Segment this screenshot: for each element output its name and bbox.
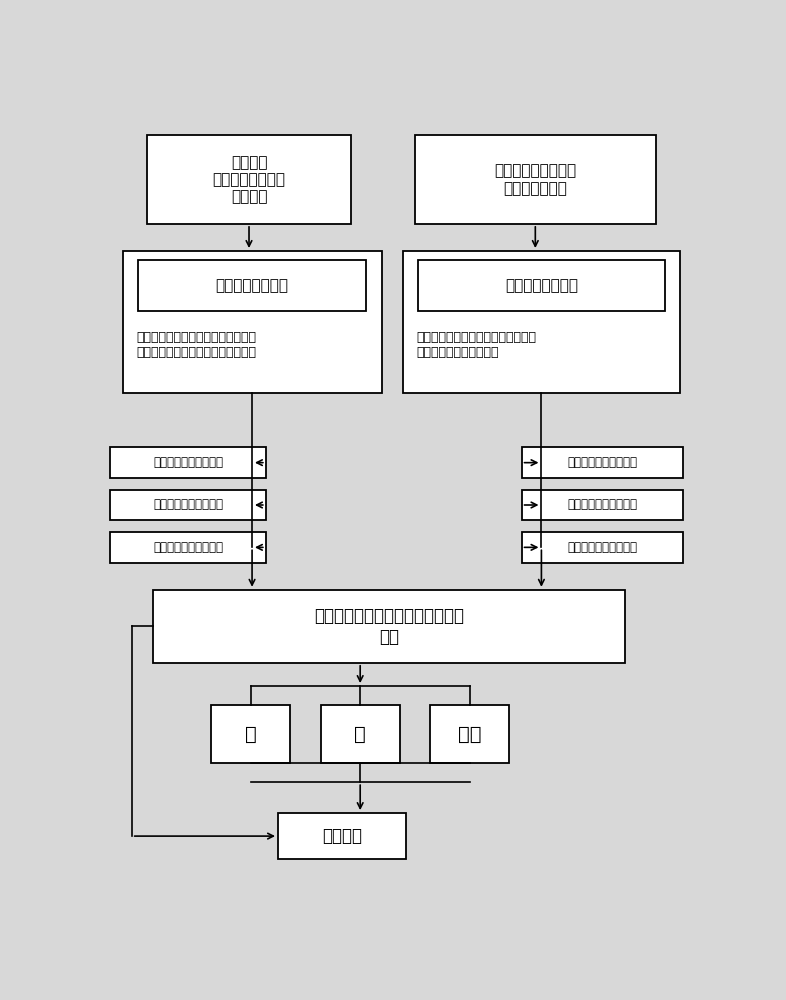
- Bar: [522, 490, 683, 520]
- Text: 实际施工: 实际施工: [322, 827, 362, 845]
- Text: 拟建场地周边地勘资料: 拟建场地周边地勘资料: [153, 541, 223, 554]
- Text: 地面建筑对地下结构
建设的安全影响: 地面建筑对地下结构 建设的安全影响: [494, 163, 576, 196]
- Text: 现有地下结构鉴定: 现有地下结构鉴定: [505, 278, 578, 293]
- Text: 拟建场地周边地勘资料: 拟建场地周边地勘资料: [567, 541, 637, 554]
- Bar: [430, 705, 509, 763]
- Bar: [522, 447, 683, 478]
- Bar: [522, 532, 683, 563]
- Text: 现场测量建筑倾斜、变形、建筑材料
碳化、主要结构构件应力、应变信息: 现场测量建筑倾斜、变形、建筑材料 碳化、主要结构构件应力、应变信息: [136, 331, 256, 359]
- Text: 现场测量结构变形、材料碳化、主要
结构构件应力、应变信息: 现场测量结构变形、材料碳化、主要 结构构件应力、应变信息: [417, 331, 536, 359]
- Bar: [321, 705, 400, 763]
- Bar: [147, 135, 351, 224]
- Text: 文档: 文档: [458, 725, 482, 744]
- Text: 现有地下结构竣工资料: 现有地下结构竣工资料: [567, 456, 637, 469]
- Text: 地面建筑与地下结构相互作用安全
评价: 地面建筑与地下结构相互作用安全 评价: [314, 607, 464, 646]
- Bar: [415, 135, 656, 224]
- Text: 拟建地下结构设计资料: 拟建地下结构设计资料: [153, 498, 223, 512]
- Text: 拟建地面建筑设计资料: 拟建地面建筑设计资料: [567, 498, 637, 512]
- Bar: [278, 813, 406, 859]
- Bar: [110, 490, 266, 520]
- Text: 表: 表: [354, 725, 366, 744]
- Bar: [138, 260, 366, 311]
- Text: 现有地面建筑竣工资料: 现有地面建筑竣工资料: [153, 456, 223, 469]
- Bar: [153, 590, 625, 663]
- Bar: [123, 251, 381, 393]
- Bar: [403, 251, 680, 393]
- Text: 地下结构
建设对地面建筑的
安全影响: 地下结构 建设对地面建筑的 安全影响: [212, 155, 285, 205]
- Text: 现有地面建筑鉴定: 现有地面建筑鉴定: [215, 278, 288, 293]
- Text: 图: 图: [244, 725, 256, 744]
- Bar: [211, 705, 290, 763]
- Bar: [110, 447, 266, 478]
- Bar: [110, 532, 266, 563]
- Bar: [418, 260, 665, 311]
